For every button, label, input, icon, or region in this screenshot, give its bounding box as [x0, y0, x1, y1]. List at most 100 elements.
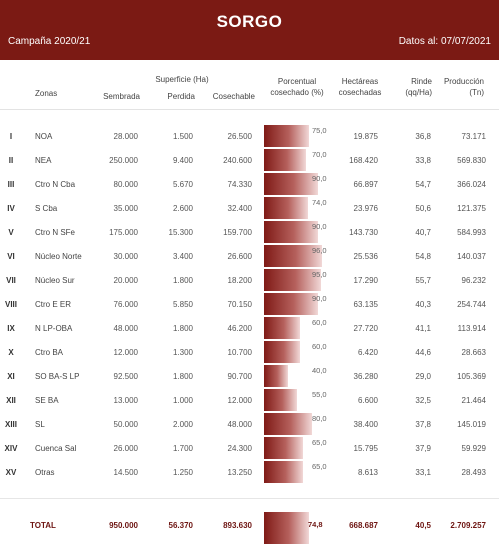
rinde-value: 37,9 — [415, 444, 431, 453]
produccion-value: 59.929 — [461, 444, 486, 453]
total-pct-bar-track: 74,8 — [264, 512, 324, 544]
cosechable-value: 48.000 — [227, 420, 252, 429]
produccion-value: 584.993 — [457, 228, 486, 237]
total-row: TOTAL 950.000 56.370 893.630 74,8 668.68… — [0, 512, 499, 544]
rinde-value: 54,8 — [415, 252, 431, 261]
table-row: XV Otras 14.500 1.250 13.250 8.613 33,1 28.493 6… — [0, 461, 499, 485]
header-perdida: Perdida — [167, 92, 195, 101]
pct-bar-track: 90,0 — [264, 293, 327, 315]
zone-name: NOA — [35, 132, 53, 141]
pct-bar — [264, 269, 321, 291]
perdida-value: 1.500 — [172, 132, 193, 141]
hectareas-value: 19.875 — [353, 132, 378, 141]
pct-bar-track: 60,0 — [264, 341, 327, 363]
total-perdida: 56.370 — [168, 521, 193, 530]
rinde-value: 50,6 — [415, 204, 431, 213]
zone-number: VI — [7, 252, 15, 261]
pct-bar-track: 74,0 — [264, 197, 327, 219]
cosechable-value: 26.500 — [227, 132, 252, 141]
table-row: VI Núcleo Norte 30.000 3.400 26.600 25.536 54,… — [0, 245, 499, 269]
header-produccion-1: Producción — [443, 77, 484, 86]
perdida-value: 1.700 — [172, 444, 193, 453]
zone-number: VIII — [4, 300, 17, 309]
produccion-value: 73.171 — [461, 132, 486, 141]
pct-bar — [264, 149, 306, 171]
total-sembrada: 950.000 — [109, 521, 138, 530]
header-rinde-1: Rinde — [411, 77, 432, 86]
perdida-value: 5.670 — [172, 180, 193, 189]
rinde-value: 32,5 — [415, 396, 431, 405]
table-row: IV S Cba 35.000 2.600 32.400 23.976 50,6 121.37… — [0, 197, 499, 221]
pct-value: 74,0 — [312, 198, 327, 207]
produccion-value: 254.744 — [457, 300, 486, 309]
table-row: IX N LP-OBA 48.000 1.800 46.200 27.720 41,1 113… — [0, 317, 499, 341]
hectareas-value: 27.720 — [353, 324, 378, 333]
cosechable-value: 70.150 — [227, 300, 252, 309]
sembrada-value: 14.500 — [113, 468, 138, 477]
rinde-value: 40,7 — [415, 228, 431, 237]
pct-bar — [264, 197, 309, 219]
hectareas-value: 17.290 — [353, 276, 378, 285]
sembrada-value: 80.000 — [113, 180, 138, 189]
hectareas-value: 15.795 — [353, 444, 378, 453]
sembrada-value: 13.000 — [113, 396, 138, 405]
cosechable-value: 159.700 — [223, 228, 252, 237]
hectareas-value: 6.420 — [357, 348, 378, 357]
rinde-value: 36,8 — [415, 132, 431, 141]
perdida-value: 15.300 — [168, 228, 193, 237]
campaign-label: Campaña 2020/21 — [8, 36, 91, 47]
header-superficie-group: Superficie (Ha) — [155, 75, 209, 84]
zone-number: XIV — [4, 444, 18, 453]
rinde-value: 37,8 — [415, 420, 431, 429]
sembrada-value: 35.000 — [113, 204, 138, 213]
pct-bar-track: 55,0 — [264, 389, 327, 411]
total-label: TOTAL — [30, 521, 56, 530]
table-row: XII SE BA 13.000 1.000 12.000 6.600 32,5 21.464… — [0, 389, 499, 413]
pct-bar-track: 96,0 — [264, 245, 327, 267]
perdida-value: 1.800 — [172, 324, 193, 333]
header-rinde-2: (qq/Ha) — [405, 88, 432, 97]
total-cosechable: 893.630 — [223, 521, 252, 530]
hectareas-value: 8.613 — [357, 468, 378, 477]
title-banner: SORGO Campaña 2020/21 Datos al: 07/07/20… — [0, 0, 499, 60]
produccion-value: 96.232 — [461, 276, 486, 285]
pct-bar-track: 75,0 — [264, 125, 327, 147]
zone-number: XIII — [4, 420, 17, 429]
zone-number: IV — [7, 204, 15, 213]
header-sembrada: Sembrada — [103, 92, 140, 101]
zone-name: NEA — [35, 156, 52, 165]
zone-name: SL — [35, 420, 45, 429]
perdida-value: 1.000 — [172, 396, 193, 405]
sembrada-value: 250.000 — [109, 156, 138, 165]
total-pct-bar — [264, 512, 309, 544]
table-row: XIII SL 50.000 2.000 48.000 38.400 37,8 145.019… — [0, 413, 499, 437]
zone-number: I — [9, 132, 13, 141]
cosechable-value: 240.600 — [223, 156, 252, 165]
rinde-value: 41,1 — [415, 324, 431, 333]
pct-value: 75,0 — [312, 126, 327, 135]
produccion-value: 105.369 — [457, 372, 486, 381]
header-produccion-2: (Tn) — [469, 88, 484, 97]
pct-bar-track: 70,0 — [264, 149, 327, 171]
table-row: VII Núcleo Sur 20.000 1.800 18.200 17.290 55,7… — [0, 269, 499, 293]
pct-value: 96,0 — [312, 246, 327, 255]
cosechable-value: 32.400 — [227, 204, 252, 213]
zone-name: SO BA-S LP — [35, 372, 80, 381]
perdida-value: 5.850 — [172, 300, 193, 309]
produccion-value: 21.464 — [461, 396, 486, 405]
produccion-value: 121.375 — [457, 204, 486, 213]
hectareas-value: 38.400 — [353, 420, 378, 429]
header-divider — [0, 109, 499, 110]
pct-bar — [264, 125, 309, 147]
pct-bar — [264, 245, 322, 267]
pct-value: 60,0 — [312, 318, 327, 327]
table-row: II NEA 250.000 9.400 240.600 168.420 33,8 569.8… — [0, 149, 499, 173]
sembrada-value: 92.500 — [113, 372, 138, 381]
zone-name: S Cba — [35, 204, 58, 213]
table-row: VIII Ctro E ER 76.000 5.850 70.150 63.135 40,3… — [0, 293, 499, 317]
produccion-value: 113.914 — [457, 324, 486, 333]
zone-name: Núcleo Norte — [35, 252, 82, 261]
pct-bar — [264, 389, 297, 411]
perdida-value: 2.600 — [172, 204, 193, 213]
sembrada-value: 12.000 — [113, 348, 138, 357]
